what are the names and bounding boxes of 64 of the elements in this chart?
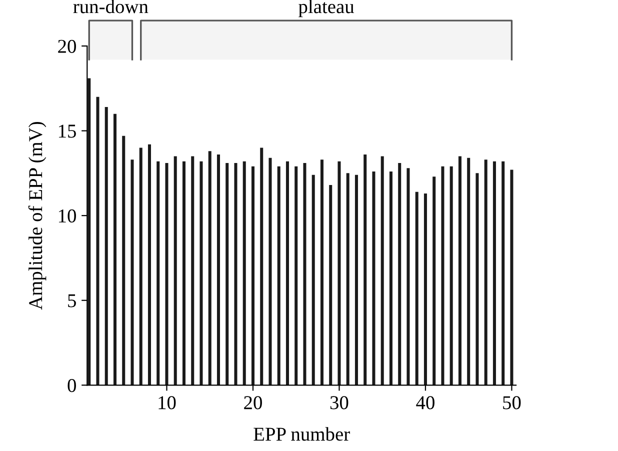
bar bbox=[156, 161, 160, 386]
bar bbox=[277, 166, 280, 386]
bar bbox=[450, 166, 453, 386]
x-tick-label: 50 bbox=[503, 396, 521, 410]
bar bbox=[294, 166, 298, 386]
x-tick-label: 40 bbox=[416, 396, 434, 410]
y-axis-title: Amplitude of EPP (mV) bbox=[28, 122, 46, 310]
bar bbox=[502, 161, 505, 386]
bar bbox=[148, 144, 151, 386]
bar bbox=[312, 174, 315, 386]
bar bbox=[484, 160, 488, 386]
bar bbox=[122, 136, 126, 386]
bar bbox=[372, 171, 376, 386]
bar bbox=[510, 170, 514, 386]
bar bbox=[432, 176, 436, 386]
bar bbox=[406, 168, 410, 386]
bar bbox=[96, 96, 100, 386]
bar bbox=[415, 192, 418, 386]
bar bbox=[88, 78, 91, 386]
x-tick-label: 20 bbox=[244, 396, 262, 410]
bar bbox=[346, 173, 350, 386]
bar bbox=[234, 163, 238, 386]
bar bbox=[216, 154, 220, 386]
bar bbox=[389, 171, 392, 386]
bar bbox=[104, 107, 108, 386]
bar bbox=[208, 151, 212, 386]
bar bbox=[492, 161, 496, 386]
bar bbox=[226, 163, 229, 386]
y-tick-label: 5 bbox=[68, 294, 76, 308]
bar bbox=[320, 160, 324, 386]
bar bbox=[165, 163, 168, 386]
bar bbox=[380, 156, 384, 386]
bar bbox=[174, 156, 177, 386]
band-label: plateau bbox=[298, 0, 354, 18]
y-tick-label: 0 bbox=[68, 378, 76, 392]
bar bbox=[476, 173, 479, 386]
y-tick-label: 20 bbox=[58, 40, 76, 53]
x-tick-label: 30 bbox=[330, 396, 348, 410]
band-label: run-down bbox=[73, 0, 148, 14]
bar bbox=[130, 160, 134, 386]
bar bbox=[191, 156, 194, 386]
bar bbox=[200, 161, 203, 386]
bar bbox=[329, 185, 332, 386]
bar bbox=[338, 161, 341, 386]
bar bbox=[182, 161, 186, 386]
bar bbox=[260, 148, 264, 386]
bar bbox=[242, 161, 246, 386]
bar bbox=[364, 154, 367, 386]
bar bbox=[303, 163, 306, 386]
y-tick-label: 15 bbox=[58, 124, 76, 138]
bar bbox=[467, 158, 470, 386]
bar bbox=[268, 158, 272, 386]
bar bbox=[113, 114, 117, 386]
bar bbox=[441, 166, 444, 386]
bar bbox=[458, 156, 462, 386]
bar bbox=[424, 194, 427, 386]
bar bbox=[139, 148, 142, 386]
x-tick-label: 10 bbox=[158, 396, 176, 410]
x-axis-title: EPP number bbox=[254, 427, 350, 441]
bar bbox=[398, 163, 402, 386]
bar bbox=[354, 174, 358, 386]
bar bbox=[251, 166, 254, 386]
y-tick-label: 10 bbox=[58, 209, 76, 223]
bar bbox=[286, 161, 289, 386]
